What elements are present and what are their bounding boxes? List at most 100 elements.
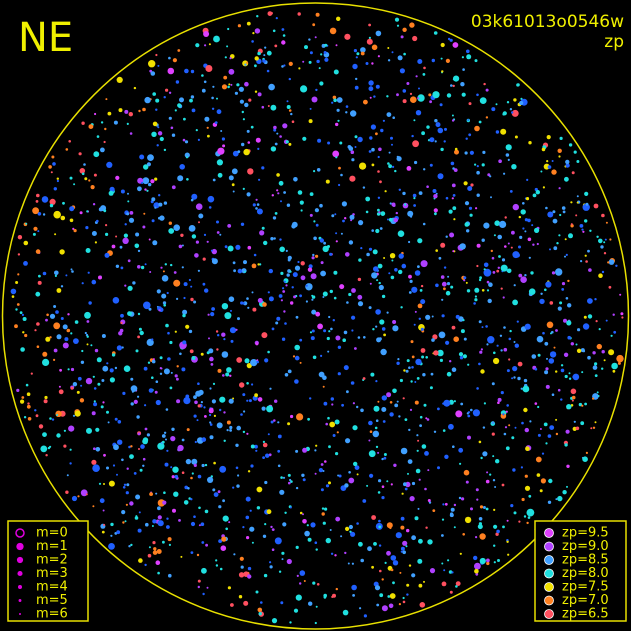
star [237,24,241,28]
star [453,503,457,507]
magnitude-label: m=0 [36,526,68,541]
star [381,496,385,500]
star [320,463,324,466]
star [443,399,451,407]
star [500,128,507,135]
star [512,366,518,372]
star [141,181,144,184]
star [156,289,161,294]
star [351,562,354,565]
star [230,83,233,86]
star [53,322,61,330]
star [54,274,58,277]
star [102,401,105,404]
star [335,516,341,522]
star [116,76,123,83]
star [620,312,624,316]
magnitude-label: m=6 [36,607,68,622]
star [582,203,590,211]
star [369,473,374,478]
star [531,354,537,359]
star [350,531,356,537]
star [360,558,365,563]
star [561,288,565,291]
star [112,297,120,304]
star [271,194,274,197]
magnitude-swatch [18,599,22,602]
star [592,365,598,370]
star [162,270,165,273]
star [474,295,477,298]
star [381,294,386,299]
star [567,303,572,308]
star [286,558,292,565]
star [113,444,119,451]
star [98,275,102,280]
star [152,550,158,555]
star [193,300,197,304]
star [358,220,364,226]
star [369,136,373,140]
zp-label: zp=7.0 [562,593,609,608]
star [383,333,386,337]
star [223,75,228,80]
star [69,462,72,465]
star [124,223,127,226]
star [506,404,510,407]
star [210,363,214,366]
star [536,473,541,477]
star [511,436,515,440]
star [523,407,528,413]
star [91,231,97,236]
star [42,213,46,216]
star [69,206,75,212]
star [78,152,82,156]
star [121,346,124,349]
star [146,189,149,192]
star [134,243,140,249]
star [379,319,385,325]
star [176,365,179,368]
star [168,91,172,95]
star [246,129,250,133]
star [588,268,592,272]
star [173,271,177,274]
star [392,320,397,324]
star [451,367,457,373]
star [474,163,477,166]
star [254,28,261,34]
star [274,44,278,48]
star [284,373,289,377]
star [368,247,373,251]
star [420,284,424,288]
star [582,323,590,330]
star [498,159,502,163]
star [559,213,562,217]
star [35,249,41,254]
star [194,400,198,405]
star [191,472,194,475]
star [478,362,481,366]
star [251,541,254,544]
star [496,269,500,273]
star [271,327,275,331]
star [336,16,341,21]
star [190,69,195,74]
star [231,183,235,187]
star [163,491,166,495]
star [534,227,540,233]
star [106,410,109,414]
star [444,454,449,459]
star [406,359,410,363]
star [197,138,200,141]
star [197,404,201,408]
star [243,148,250,156]
star [243,410,246,413]
star [558,234,561,237]
star [198,213,204,219]
star [409,408,413,411]
star [596,391,599,394]
star [334,213,337,216]
star [455,410,463,418]
star [476,498,479,501]
